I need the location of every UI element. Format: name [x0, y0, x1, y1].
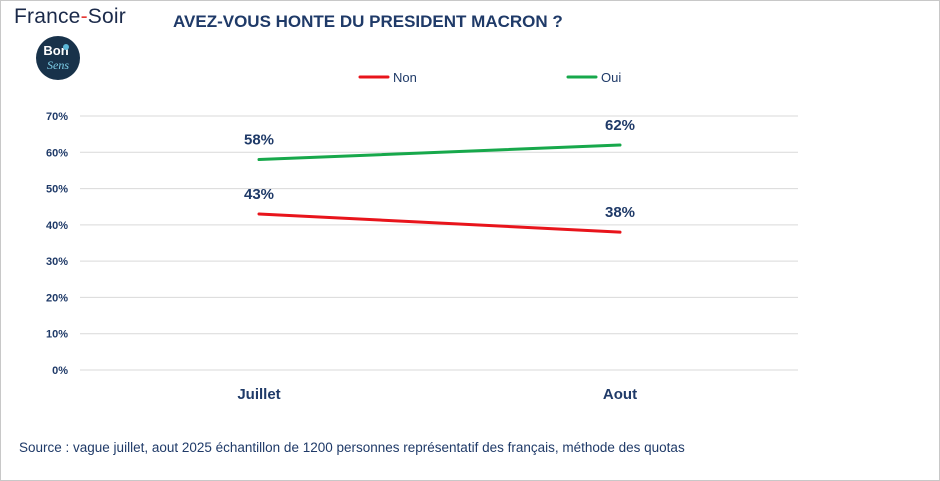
legend: Non Oui — [358, 70, 621, 85]
brand-logo-text: France-Soir — [14, 5, 126, 29]
x-axis-ticks: Juillet Aout — [237, 386, 637, 403]
y-tick-label: 0% — [52, 365, 68, 377]
y-axis-ticks: 0% 10% 20% 30% 40% 50% 60% 70% — [46, 111, 68, 377]
y-tick-label: 40% — [46, 220, 68, 232]
data-label-non: 38% — [605, 204, 635, 221]
data-labels: 43% 38% 58% 62% — [244, 117, 635, 221]
logo-line2: Sens — [47, 58, 69, 72]
legend-label-oui: Oui — [601, 70, 621, 85]
series-line-non — [257, 212, 622, 234]
source-note: Source : vague juillet, aout 2025 échant… — [19, 440, 685, 455]
data-label-non: 43% — [244, 186, 274, 203]
y-tick-label: 10% — [46, 329, 68, 341]
series-layer — [257, 143, 622, 234]
y-tick-label: 70% — [46, 111, 68, 123]
y-tick-label: 30% — [46, 256, 68, 268]
data-label-oui: 58% — [244, 132, 274, 149]
legend-label-non: Non — [393, 70, 417, 85]
brand-suffix: Soir — [87, 5, 126, 28]
brand-prefix: France — [14, 5, 81, 28]
logo-line1: Bon — [43, 43, 68, 58]
data-label-oui: 62% — [605, 117, 635, 134]
chart-title: AVEZ-VOUS HONTE DU PRESIDENT MACRON ? — [173, 12, 563, 31]
y-tick-label: 50% — [46, 184, 68, 196]
y-tick-label: 60% — [46, 147, 68, 159]
x-tick-label: Juillet — [237, 386, 280, 403]
grid-layer — [80, 115, 798, 371]
logo-dot-icon — [63, 44, 69, 50]
bon-sens-logo: Bon Sens — [36, 36, 80, 80]
brand-dash: - — [80, 5, 88, 28]
x-tick-label: Aout — [603, 386, 637, 403]
y-tick-label: 20% — [46, 292, 68, 304]
series-line-oui — [257, 143, 622, 162]
